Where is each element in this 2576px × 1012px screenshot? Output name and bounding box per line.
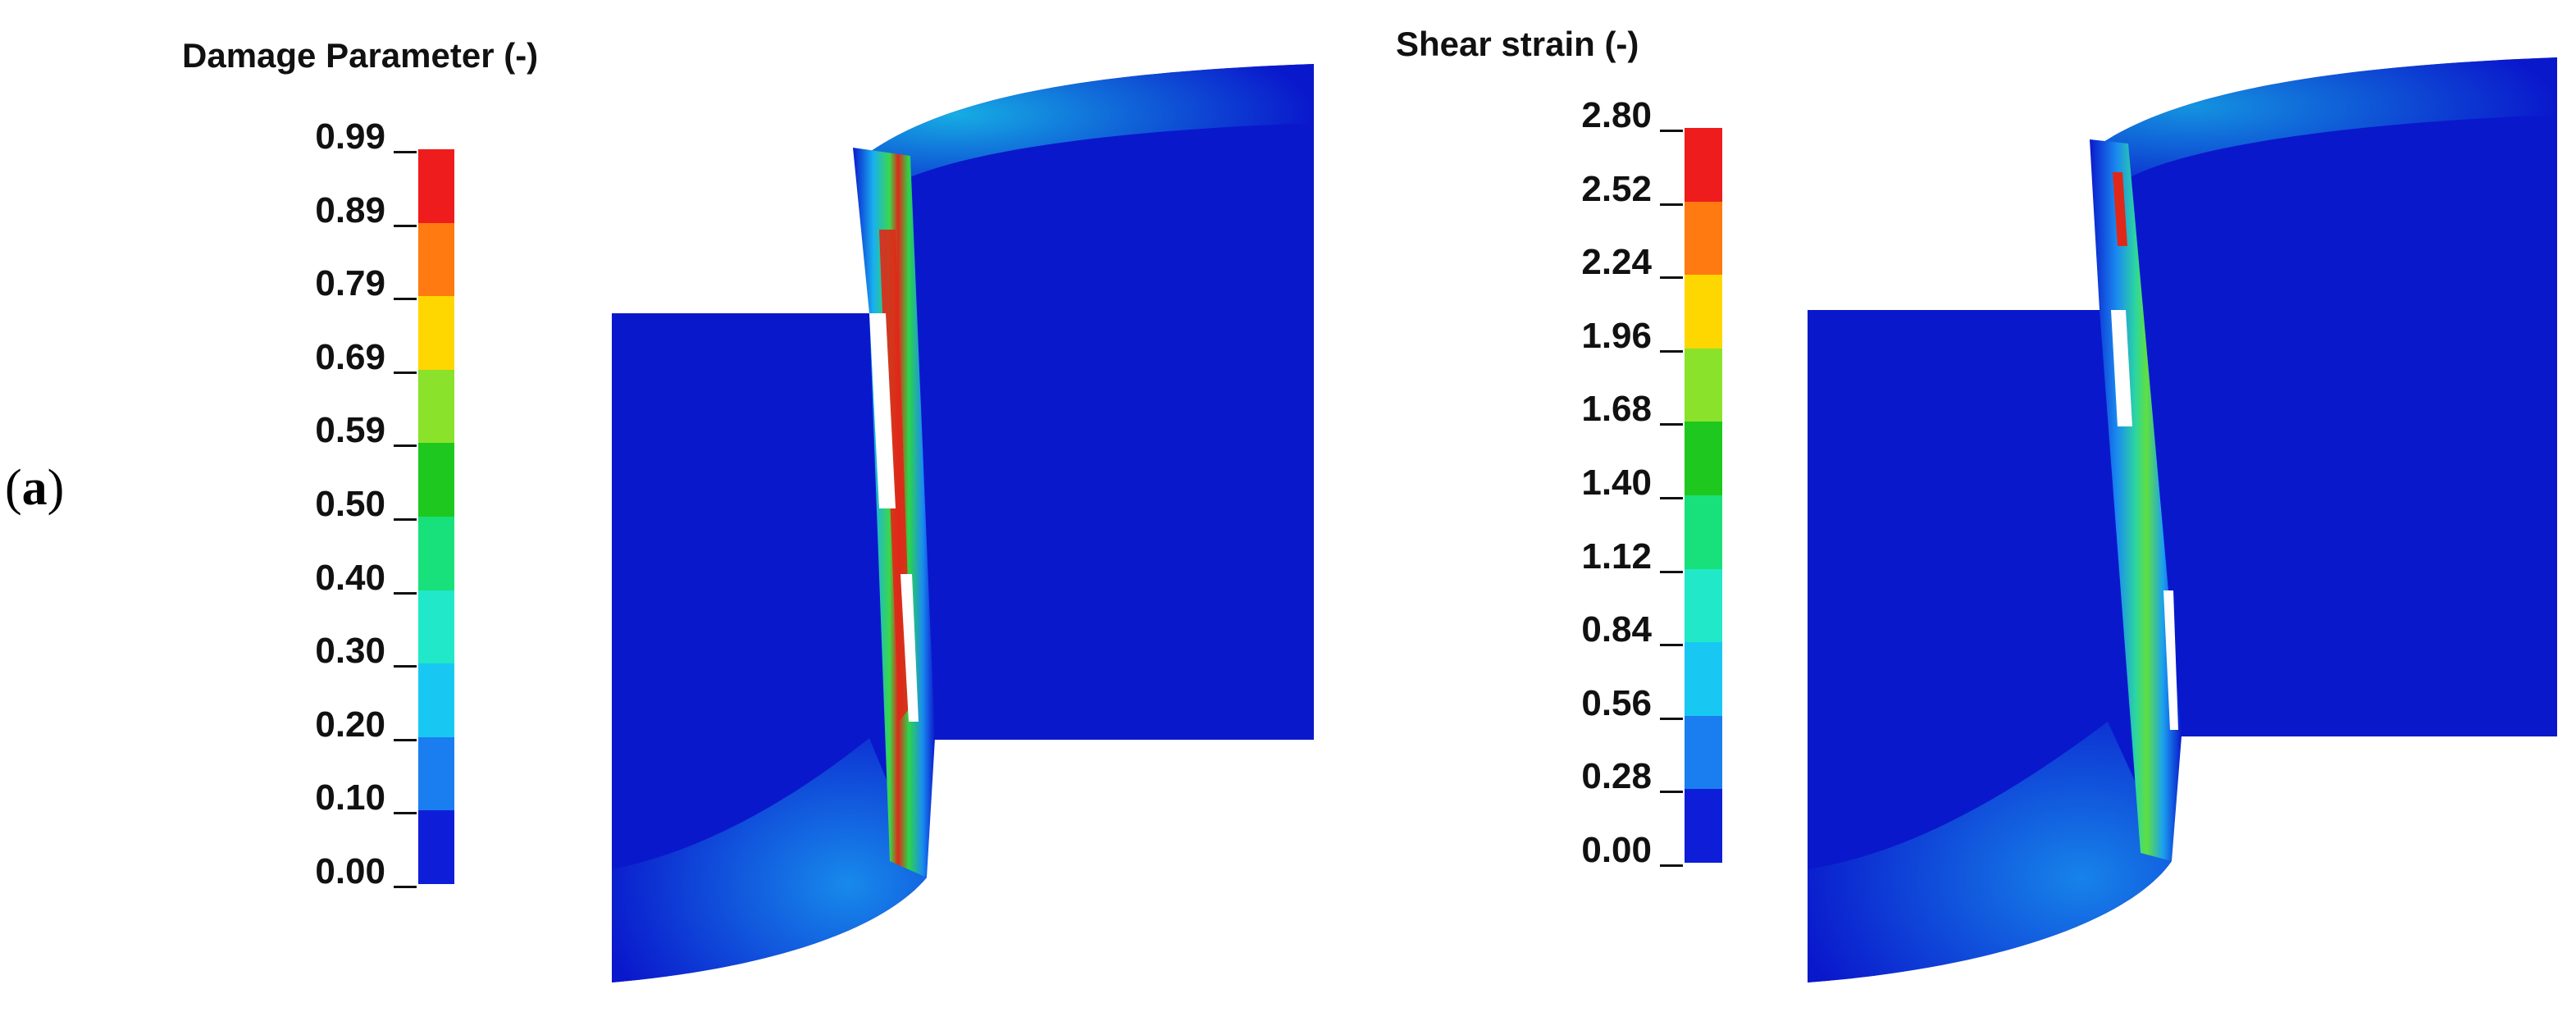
damage-tick-mark: [394, 591, 417, 595]
damage-tick-mark: [394, 151, 417, 153]
shear-strain-tick-label: 2.52: [1581, 168, 1652, 209]
damage-colorbar-segment: [418, 517, 454, 591]
shear-strain-colorbar-segment: [1685, 495, 1722, 570]
damage-tick-label: 0.20: [315, 704, 385, 745]
panel-label-close: ): [47, 460, 65, 516]
damage-colorbar-segment: [418, 222, 454, 297]
shear-strain-specimen: [1808, 57, 2557, 982]
damage-colorbar-segment: [418, 663, 454, 738]
damage-legend-title: Damage Parameter (-): [182, 36, 539, 75]
damage-tick-label: 0.69: [315, 336, 385, 377]
damage-tick-label: 0.00: [315, 851, 385, 891]
shear-strain-tick-mark: [1660, 864, 1683, 867]
shear-strain-tick-label: 0.84: [1581, 609, 1652, 650]
shear-strain-colorbar-segment: [1685, 715, 1722, 790]
damage-colorbar-segment: [418, 590, 454, 664]
shear-strain-tick-label: 1.12: [1581, 536, 1652, 577]
shear-strain-tick-label: 1.40: [1581, 463, 1652, 503]
panel-label-letter: a: [21, 460, 48, 516]
damage-tick-label: 0.10: [315, 777, 385, 818]
shear-strain-colorbar-segment: [1685, 789, 1722, 864]
shear-strain-colorbar-segment: [1685, 642, 1722, 717]
damage-tick-mark: [394, 738, 417, 741]
shear-strain-tick-mark: [1660, 203, 1683, 206]
panel-label: (a): [5, 459, 64, 517]
shear-strain-tick-mark: [1660, 791, 1683, 794]
damage-tick-mark: [394, 371, 417, 374]
damage-colorbar: [418, 149, 454, 885]
damage-colorbar-segment: [418, 149, 454, 224]
damage-colorbar-segment: [418, 369, 454, 444]
damage-colorbar-segment: [418, 296, 454, 371]
damage-colorbar-segment: [418, 736, 454, 811]
shear-strain-tick-label: 0.00: [1581, 830, 1652, 870]
damage-tick-label: 0.59: [315, 410, 385, 451]
damage-tick-mark: [394, 518, 417, 521]
damage-tick-mark: [394, 886, 417, 888]
shear-strain-tick-label: 1.96: [1581, 315, 1652, 356]
damage-tick-label: 0.99: [315, 116, 385, 157]
shear-strain-colorbar-segment: [1685, 568, 1722, 643]
shear-strain-tick-mark: [1660, 717, 1683, 720]
damage-tick-label: 0.89: [315, 189, 385, 230]
shear-strain-tick-mark: [1660, 349, 1683, 353]
damage-tick-label: 0.30: [315, 631, 385, 672]
shear-strain-colorbar-segment: [1685, 275, 1722, 349]
damage-tick-label: 0.50: [315, 484, 385, 524]
shear-strain-tick-label: 2.80: [1581, 95, 1652, 135]
shear-strain-colorbar-segment: [1685, 422, 1722, 496]
shear-strain-tick-mark: [1660, 644, 1683, 647]
shear-strain-tick-mark: [1660, 423, 1683, 426]
damage-tick-label: 0.40: [315, 557, 385, 598]
shear-strain-tick-label: 2.24: [1581, 242, 1652, 283]
damage-colorbar-segment: [418, 810, 454, 885]
shear-strain-tick-mark: [1660, 130, 1683, 132]
shear-strain-tick-mark: [1660, 497, 1683, 499]
damage-specimen: [612, 64, 1314, 982]
damage-colorbar-segment: [418, 443, 454, 517]
damage-tick-mark: [394, 224, 417, 227]
damage-tick-mark: [394, 665, 417, 668]
panel-label-open: (: [5, 460, 22, 516]
shear-strain-colorbar: [1685, 128, 1722, 864]
shear-strain-tick-label: 1.68: [1581, 389, 1652, 430]
shear-strain-tick-mark: [1660, 276, 1683, 280]
shear-strain-tick-label: 0.56: [1581, 682, 1652, 723]
shear-strain-tick-mark: [1660, 570, 1683, 573]
damage-tick-mark: [394, 812, 417, 815]
shear-strain-legend-title: Shear strain (-): [1396, 25, 1639, 63]
shear-strain-colorbar-segment: [1685, 201, 1722, 276]
shear-strain-tick-label: 0.28: [1581, 756, 1652, 797]
damage-tick-mark: [394, 298, 417, 301]
damage-tick-mark: [394, 444, 417, 448]
shear-strain-colorbar-segment: [1685, 348, 1722, 422]
damage-tick-label: 0.79: [315, 263, 385, 304]
shear-strain-colorbar-segment: [1685, 128, 1722, 203]
